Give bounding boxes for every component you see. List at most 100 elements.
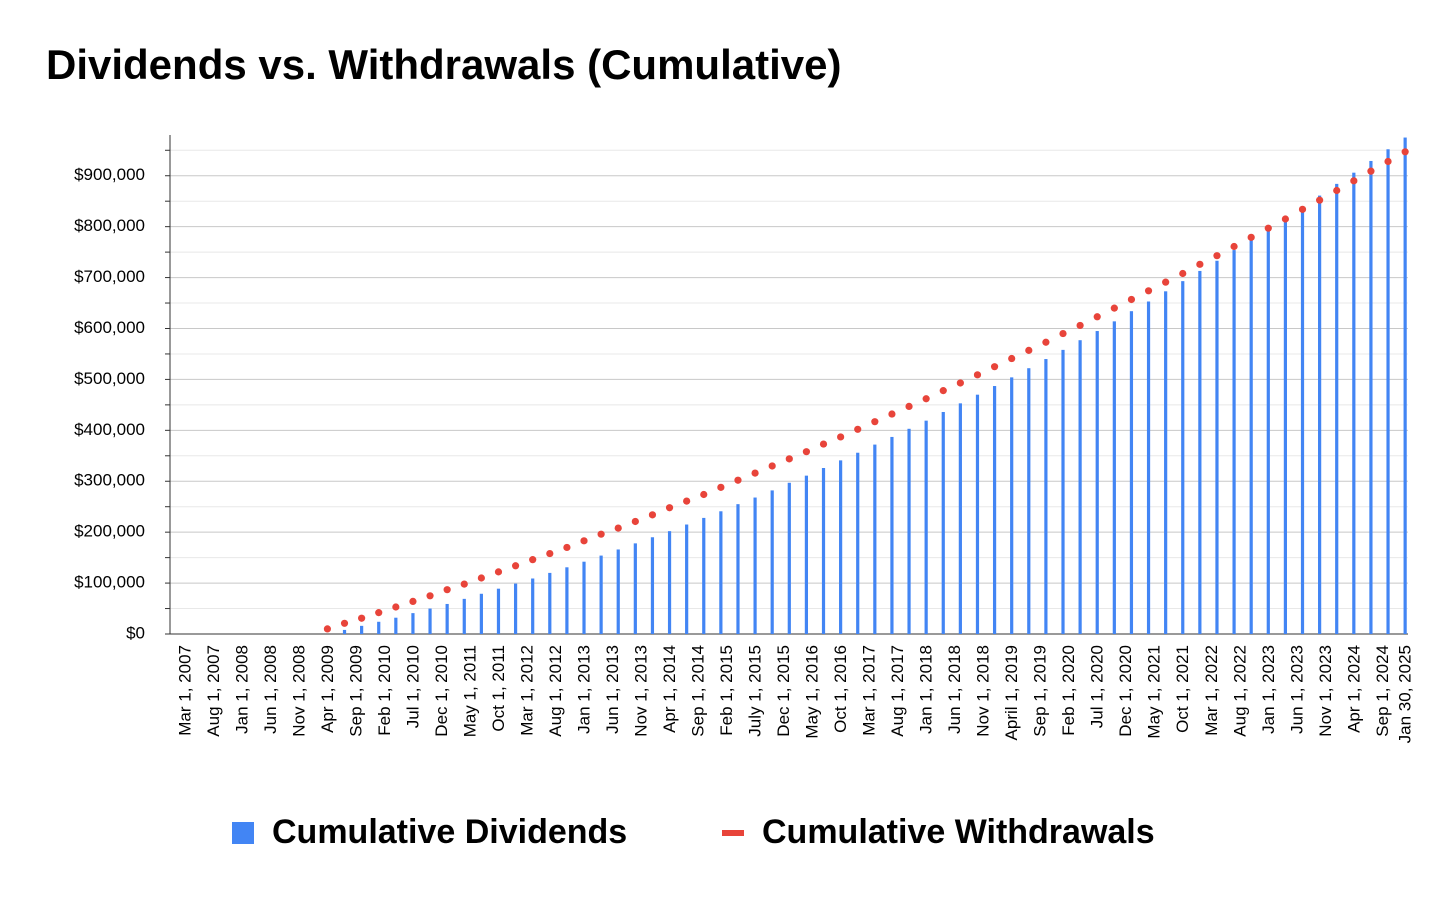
bar [1027, 368, 1031, 634]
point [409, 597, 417, 606]
bar [1181, 281, 1185, 634]
x-tick-label: Jun 1, 2023 [1287, 645, 1306, 734]
point [768, 462, 776, 470]
bar [753, 497, 757, 634]
x-tick-label: Dec 1, 2020 [1116, 645, 1135, 737]
bar [479, 593, 483, 634]
point [802, 448, 811, 456]
point [1110, 304, 1118, 312]
bar [873, 444, 877, 634]
bar [702, 517, 706, 634]
legend-swatch [232, 822, 254, 844]
x-tick-label: Apr 1, 2009 [318, 645, 337, 733]
bar [1335, 183, 1339, 634]
point [1076, 321, 1084, 330]
point [631, 517, 639, 526]
bar [650, 537, 655, 634]
bar [804, 475, 809, 634]
bar [924, 420, 928, 634]
point [648, 511, 657, 519]
y-tick-label: $100,000 [74, 573, 145, 592]
x-tick-label: Nov 1, 2018 [974, 645, 993, 737]
point [1247, 233, 1255, 241]
bar [1300, 206, 1305, 634]
x-tick-label: Aug 1, 2022 [1230, 645, 1249, 737]
bar [958, 403, 962, 634]
y-tick-label: $900,000 [74, 165, 145, 184]
x-tick-label: Aug 1, 2007 [204, 645, 223, 737]
x-tick-label: Mar 1, 2022 [1202, 645, 1221, 736]
point [529, 556, 537, 564]
bar [1266, 228, 1270, 634]
x-tick-label: Jan 30, 2025 [1396, 645, 1415, 743]
bar [394, 617, 398, 634]
x-tick-label: Dec 1, 2015 [774, 645, 793, 737]
point [1196, 260, 1204, 268]
point [375, 609, 383, 617]
bar [1095, 331, 1099, 634]
x-tick-label: Sep 1, 2024 [1373, 645, 1392, 737]
bar [377, 621, 381, 634]
point [1008, 354, 1016, 363]
bar [1164, 291, 1168, 634]
point [614, 524, 622, 532]
x-tick-label: Mar 1, 2017 [860, 645, 879, 736]
x-tick-label: Jun 1, 2018 [945, 645, 964, 734]
x-tick-label: Mar 1, 2007 [175, 645, 194, 736]
bar [839, 460, 843, 634]
bar [821, 468, 826, 634]
x-tick-label: Nov 1, 2013 [632, 645, 651, 737]
point [1333, 186, 1341, 195]
x-tick-label: Jul 1, 2020 [1088, 645, 1107, 728]
point [1384, 157, 1392, 166]
point [905, 402, 913, 410]
point [511, 562, 520, 570]
bar [856, 452, 860, 634]
bar [787, 482, 791, 634]
point [700, 490, 708, 499]
point [665, 504, 674, 512]
point [837, 433, 845, 441]
chart-title: Dividends vs. Withdrawals (Cumulative) [46, 41, 841, 88]
point [871, 418, 879, 426]
point [1316, 196, 1324, 204]
point [1042, 338, 1050, 346]
point [1162, 278, 1170, 286]
x-tick-label: Oct 1, 2011 [489, 645, 508, 732]
x-tick-label: Jan 1, 2008 [232, 645, 251, 734]
point [922, 395, 930, 403]
y-tick-label: $500,000 [74, 369, 145, 388]
bar [975, 394, 980, 634]
bar [719, 511, 723, 634]
bar [531, 578, 535, 634]
point [1367, 167, 1375, 175]
bar [513, 583, 518, 634]
point [819, 440, 828, 448]
x-tick-label: Nov 1, 2008 [289, 645, 308, 737]
point [1401, 148, 1409, 156]
x-tick-label: Sep 1, 2019 [1031, 645, 1050, 737]
legend-label: Cumulative Dividends [272, 813, 627, 851]
x-tick-label: Sep 1, 2014 [689, 645, 708, 737]
point [734, 476, 742, 484]
point [597, 530, 605, 538]
x-tick-label: Feb 1, 2020 [1059, 645, 1078, 736]
bar [1078, 340, 1082, 634]
bar [770, 490, 774, 634]
point [1179, 269, 1187, 278]
x-tick-label: Aug 1, 2012 [546, 645, 565, 737]
bar [445, 603, 449, 634]
bar [599, 555, 603, 634]
point [854, 425, 862, 433]
point [546, 549, 554, 558]
point [751, 469, 759, 477]
bar [736, 504, 740, 634]
point [1025, 346, 1033, 354]
point [323, 625, 332, 633]
point [973, 371, 982, 379]
legend-label: Cumulative Withdrawals [762, 813, 1155, 851]
point [939, 387, 947, 395]
bar [1232, 250, 1236, 635]
